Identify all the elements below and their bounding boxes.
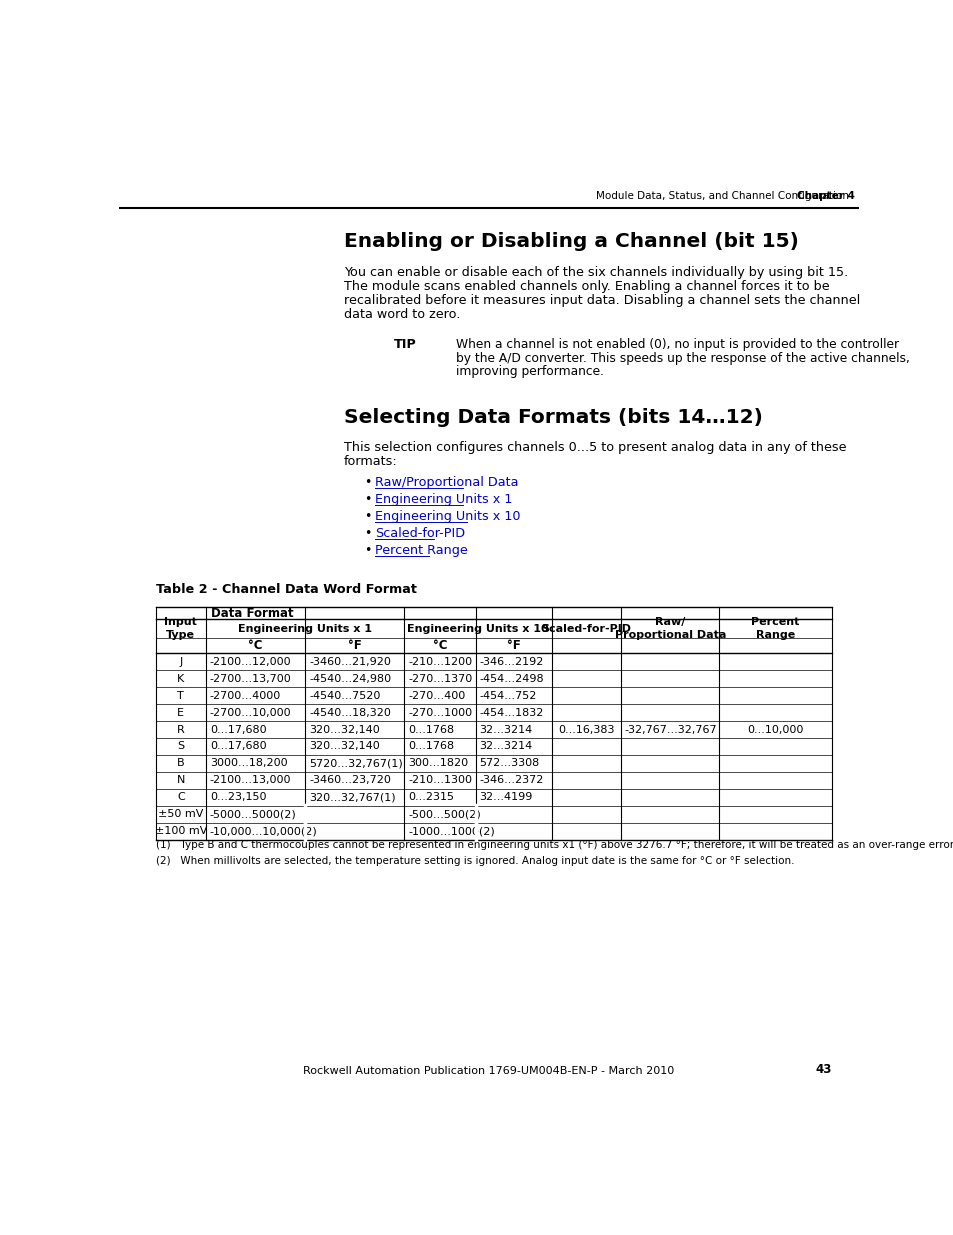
Text: E: E	[177, 708, 184, 718]
Text: R: R	[177, 725, 185, 735]
Text: Raw/Proportional Data: Raw/Proportional Data	[375, 477, 518, 489]
Text: Selecting Data Formats (bits 14…12): Selecting Data Formats (bits 14…12)	[344, 408, 762, 427]
Text: 300...1820: 300...1820	[408, 758, 468, 768]
Text: •: •	[364, 545, 371, 557]
Text: 32...4199: 32...4199	[479, 793, 533, 803]
Text: J: J	[179, 657, 182, 667]
Text: (2)   When millivolts are selected, the temperature setting is ignored. Analog i: (2) When millivolts are selected, the te…	[155, 856, 793, 866]
Text: Enabling or Disabling a Channel (bit 15): Enabling or Disabling a Channel (bit 15)	[344, 232, 798, 251]
Text: •: •	[364, 510, 371, 524]
Text: improving performance.: improving performance.	[456, 364, 604, 378]
Text: -2700...10,000: -2700...10,000	[210, 708, 292, 718]
Text: Engineering Units x 10: Engineering Units x 10	[407, 624, 548, 634]
Text: -2700...13,700: -2700...13,700	[210, 674, 292, 684]
Text: -454...2498: -454...2498	[479, 674, 543, 684]
Text: -270...400: -270...400	[408, 690, 465, 700]
Text: Engineering Units x 1: Engineering Units x 1	[375, 493, 512, 506]
Text: (1)   Type B and C thermocouples cannot be represented in engineering units x1 (: (1) Type B and C thermocouples cannot be…	[155, 841, 953, 851]
Text: •: •	[364, 477, 371, 489]
Text: -270...1000: -270...1000	[408, 708, 472, 718]
Text: N: N	[176, 776, 185, 785]
Text: Chapter 4: Chapter 4	[797, 190, 854, 200]
Text: 32...3214: 32...3214	[479, 725, 533, 735]
Text: -4540...18,320: -4540...18,320	[309, 708, 391, 718]
Text: Input
Type: Input Type	[164, 618, 197, 640]
Text: When a channel is not enabled (0), no input is provided to the controller: When a channel is not enabled (0), no in…	[456, 338, 899, 352]
Text: C: C	[177, 793, 185, 803]
Text: Rockwell Automation Publication 1769-UM004B-EN-P - March 2010: Rockwell Automation Publication 1769-UM0…	[303, 1066, 674, 1076]
Text: •: •	[364, 527, 371, 540]
Text: 320...32,140: 320...32,140	[309, 725, 379, 735]
Text: Table 2 - Channel Data Word Format: Table 2 - Channel Data Word Format	[155, 583, 416, 597]
Text: TIP: TIP	[394, 338, 416, 352]
Text: 320...32,767(1): 320...32,767(1)	[309, 793, 395, 803]
Text: -4540...7520: -4540...7520	[309, 690, 380, 700]
Text: -5000...5000(2): -5000...5000(2)	[210, 809, 296, 819]
Text: data word to zero.: data word to zero.	[344, 308, 460, 321]
Text: Percent
Range: Percent Range	[751, 618, 799, 640]
Text: Scaled-for-PID: Scaled-for-PID	[375, 527, 465, 540]
Text: This selection configures channels 0...5 to present analog data in any of these: This selection configures channels 0...5…	[344, 441, 845, 454]
Text: 3000...18,200: 3000...18,200	[210, 758, 287, 768]
Text: 0...16,383: 0...16,383	[558, 725, 614, 735]
Text: Engineering Units x 1: Engineering Units x 1	[238, 624, 372, 634]
Text: ±50 mV: ±50 mV	[158, 809, 203, 819]
Text: 43: 43	[815, 1063, 831, 1076]
Text: -454...1832: -454...1832	[479, 708, 543, 718]
Text: T: T	[177, 690, 184, 700]
Text: °C: °C	[248, 640, 263, 652]
Text: Raw/
Proportional Data: Raw/ Proportional Data	[614, 618, 725, 640]
Text: °F: °F	[506, 640, 520, 652]
Text: B: B	[177, 758, 185, 768]
Text: -210...1300: -210...1300	[408, 776, 472, 785]
Text: 5720...32,767(1): 5720...32,767(1)	[309, 758, 402, 768]
Text: -2100...13,000: -2100...13,000	[210, 776, 291, 785]
Text: -3460...23,720: -3460...23,720	[309, 776, 391, 785]
Text: °C: °C	[433, 640, 447, 652]
Text: 0...1768: 0...1768	[408, 725, 454, 735]
Text: -2100...12,000: -2100...12,000	[210, 657, 292, 667]
Text: The module scans enabled channels only. Enabling a channel forces it to be: The module scans enabled channels only. …	[344, 280, 829, 293]
Text: 0...23,150: 0...23,150	[210, 793, 266, 803]
Text: -3460...21,920: -3460...21,920	[309, 657, 391, 667]
Text: 0...2315: 0...2315	[408, 793, 454, 803]
Text: Module Data, Status, and Channel Configuration: Module Data, Status, and Channel Configu…	[596, 190, 848, 200]
Text: 572...3308: 572...3308	[479, 758, 539, 768]
Text: K: K	[177, 674, 184, 684]
Text: S: S	[177, 741, 184, 751]
Text: Scaled-for-PID: Scaled-for-PID	[541, 624, 631, 634]
Text: 0...17,680: 0...17,680	[210, 725, 266, 735]
Text: -1000...1000(2): -1000...1000(2)	[408, 826, 495, 836]
Text: -210...1200: -210...1200	[408, 657, 472, 667]
Text: 32...3214: 32...3214	[479, 741, 533, 751]
Text: Data Format: Data Format	[211, 606, 293, 620]
Text: You can enable or disable each of the six channels individually by using bit 15.: You can enable or disable each of the si…	[344, 266, 847, 279]
Text: Engineering Units x 10: Engineering Units x 10	[375, 510, 520, 524]
Text: -32,767...32,767: -32,767...32,767	[623, 725, 716, 735]
Text: -2700...4000: -2700...4000	[210, 690, 281, 700]
Text: formats:: formats:	[344, 454, 397, 468]
Text: by the A/D converter. This speeds up the response of the active channels,: by the A/D converter. This speeds up the…	[456, 352, 909, 364]
Text: 320...32,140: 320...32,140	[309, 741, 379, 751]
Text: 0...10,000: 0...10,000	[747, 725, 803, 735]
Text: -270...1370: -270...1370	[408, 674, 472, 684]
Text: ±100 mV: ±100 mV	[154, 826, 207, 836]
Text: °F: °F	[348, 640, 361, 652]
Text: -10,000...10,000(2): -10,000...10,000(2)	[210, 826, 317, 836]
Text: -346...2372: -346...2372	[479, 776, 543, 785]
Text: 0...17,680: 0...17,680	[210, 741, 266, 751]
Text: •: •	[364, 493, 371, 506]
Text: 0...1768: 0...1768	[408, 741, 454, 751]
Text: -454...752: -454...752	[479, 690, 537, 700]
Text: Percent Range: Percent Range	[375, 545, 467, 557]
Text: -500...500(2): -500...500(2)	[408, 809, 480, 819]
Text: -346...2192: -346...2192	[479, 657, 543, 667]
Text: recalibrated before it measures input data. Disabling a channel sets the channel: recalibrated before it measures input da…	[344, 294, 860, 306]
Text: -4540...24,980: -4540...24,980	[309, 674, 391, 684]
